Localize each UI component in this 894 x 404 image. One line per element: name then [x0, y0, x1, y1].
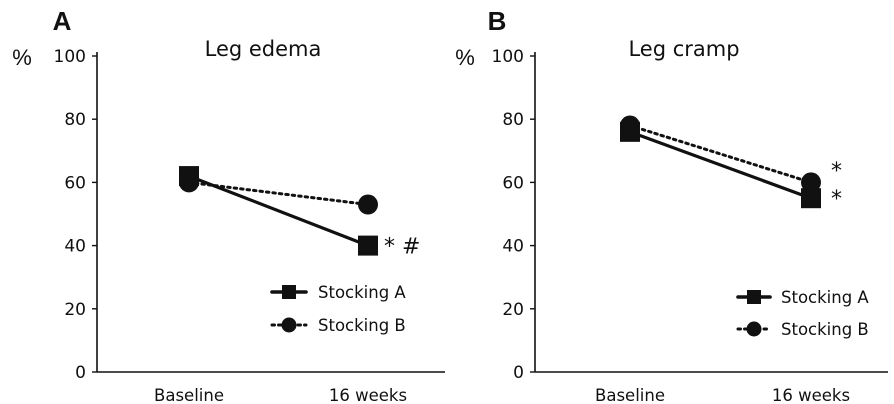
panel-letter: B [488, 6, 507, 36]
series-line [187, 174, 370, 248]
y-tick-label: 0 [513, 363, 524, 383]
y-tick-label: 60 [64, 173, 86, 193]
data-point-circle [801, 172, 821, 193]
series-line [628, 130, 813, 200]
legend-marker-square [282, 285, 296, 299]
chart-panel-a: A% Leg edema 0 20 40 60 80 100 Baseline 16 weeks S… [12, 6, 445, 404]
y-tick-label: 40 [502, 237, 524, 257]
data-point-square [358, 235, 378, 256]
legend-label: Stocking B [781, 320, 869, 339]
y-axis-label: % [455, 45, 475, 70]
significance-marker: * [831, 187, 842, 212]
panel-letter: A [53, 6, 72, 36]
y-tick-label: 100 [492, 47, 524, 67]
significance-marker: * [831, 159, 842, 184]
y-axis-label: % [12, 45, 32, 70]
series-line [628, 124, 813, 184]
y-tick-label: 20 [502, 300, 524, 320]
y-tick-label: 20 [64, 300, 86, 320]
legend-label: Stocking A [781, 288, 869, 307]
y-tick-label: 40 [64, 237, 86, 257]
legend-marker-circle [281, 317, 297, 333]
x-tick-label: 16 weeks [329, 386, 407, 404]
y-tick-label: 100 [54, 47, 86, 67]
y-tick-label: 80 [64, 110, 86, 130]
legend-marker-square [747, 290, 761, 304]
legend-label: Stocking A [318, 283, 406, 302]
x-tick-label: Baseline [595, 386, 665, 404]
x-tick-label: Baseline [154, 386, 224, 404]
chart-panel-b: B% Leg cramp 0 20 40 60 80 100 Baseline 16 weeks S… [455, 6, 888, 404]
y-tick-label: 0 [75, 363, 86, 383]
legend-label: Stocking B [318, 316, 406, 335]
legend-marker-circle [746, 321, 762, 337]
data-point-square [801, 188, 821, 209]
chart-title: Leg cramp [628, 37, 739, 61]
x-tick-label: 16 weeks [772, 386, 850, 404]
chart-title: Leg edema [205, 37, 322, 61]
y-tick-label: 60 [502, 173, 524, 193]
data-point-circle [179, 172, 199, 193]
data-point-circle [358, 194, 378, 215]
significance-marker: * # [384, 235, 420, 260]
series-line [187, 180, 370, 207]
data-point-circle [620, 115, 640, 136]
y-tick-label: 80 [502, 110, 524, 130]
